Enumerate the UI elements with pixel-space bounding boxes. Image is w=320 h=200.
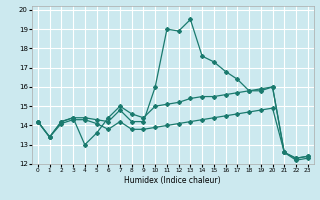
- X-axis label: Humidex (Indice chaleur): Humidex (Indice chaleur): [124, 176, 221, 185]
